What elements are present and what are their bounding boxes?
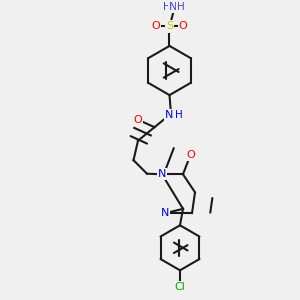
- Text: H: H: [175, 110, 182, 120]
- Text: N: N: [169, 2, 177, 12]
- Text: O: O: [178, 21, 188, 32]
- Text: H: H: [177, 2, 184, 13]
- Text: N: N: [161, 208, 169, 218]
- Text: N: N: [158, 169, 166, 179]
- Text: S: S: [166, 21, 173, 32]
- Text: O: O: [186, 150, 195, 160]
- Text: N: N: [165, 110, 174, 120]
- Text: Cl: Cl: [175, 282, 185, 292]
- Text: H: H: [163, 2, 170, 13]
- Text: O: O: [152, 21, 160, 32]
- Text: O: O: [134, 115, 142, 125]
